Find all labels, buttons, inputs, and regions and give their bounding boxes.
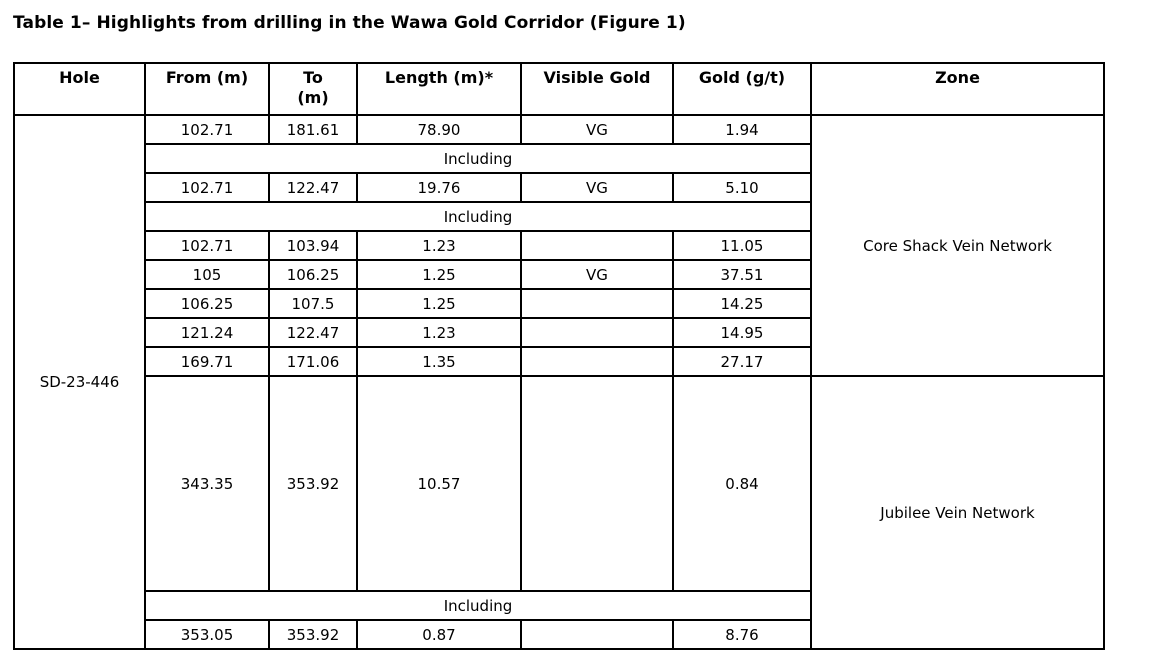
length-cell: 0.87 bbox=[356, 619, 522, 650]
col-header-hole: Hole bbox=[13, 62, 146, 116]
length-cell: 1.25 bbox=[356, 259, 522, 290]
col-header-to: To (m) bbox=[268, 62, 358, 116]
including-row: Including bbox=[14, 201, 1104, 232]
gold-cell: 11.05 bbox=[672, 230, 812, 261]
table-row: SD-23-446 102.71 181.61 78.90 VG 1.94 Co… bbox=[13, 114, 1105, 650]
to-cell: 181.61 bbox=[268, 114, 358, 145]
including-cell: Including bbox=[144, 201, 812, 232]
table-row: 105 106.25 1.25 VG 37.51 bbox=[14, 259, 1104, 290]
table-row: 102.71 122.47 19.76 VG 5.10 bbox=[14, 172, 1104, 203]
table-body: SD-23-446 102.71 181.61 78.90 VG 1.94 Co… bbox=[13, 114, 1105, 650]
gold-cell: 14.25 bbox=[672, 288, 812, 319]
col-header-zone: Zone bbox=[810, 62, 1105, 116]
to-cell: 103.94 bbox=[268, 230, 358, 261]
length-cell: 1.23 bbox=[356, 317, 522, 348]
gold-cell: 0.84 bbox=[672, 375, 812, 592]
to-cell: 106.25 bbox=[268, 259, 358, 290]
col-header-visible-gold: Visible Gold bbox=[520, 62, 674, 116]
table-row: 169.71 171.06 1.35 27.17 bbox=[14, 346, 1104, 377]
from-cell: 121.24 bbox=[144, 317, 270, 348]
from-cell: 102.71 bbox=[144, 172, 270, 203]
visible-gold-cell: VG bbox=[520, 172, 674, 203]
visible-gold-cell bbox=[520, 288, 674, 319]
including-cell: Including bbox=[144, 590, 812, 621]
to-cell: 353.92 bbox=[268, 619, 358, 650]
table-title: Table 1– Highlights from drilling in the… bbox=[13, 13, 686, 33]
to-cell: 122.47 bbox=[268, 172, 358, 203]
to-cell: 353.92 bbox=[268, 375, 358, 592]
from-cell: 105 bbox=[144, 259, 270, 290]
to-cell: 107.5 bbox=[268, 288, 358, 319]
gold-cell: 5.10 bbox=[672, 172, 812, 203]
length-cell: 78.90 bbox=[356, 114, 522, 145]
gold-cell: 27.17 bbox=[672, 346, 812, 377]
table-header: Hole From (m) To (m) Length (m)* Visible… bbox=[13, 62, 1105, 116]
visible-gold-cell bbox=[520, 375, 674, 592]
hole-id-cell: SD-23-446 bbox=[13, 114, 146, 650]
zone-cell-core-shack: Core Shack Vein Network bbox=[810, 114, 1105, 377]
drill-highlights-table: Hole From (m) To (m) Length (m)* Visible… bbox=[13, 62, 1105, 650]
col-header-to-label: To (m) bbox=[297, 68, 329, 107]
from-cell: 353.05 bbox=[144, 619, 270, 650]
including-row: Including bbox=[14, 143, 1104, 174]
from-cell: 102.71 bbox=[144, 114, 270, 145]
visible-gold-cell bbox=[520, 346, 674, 377]
table-row: 106.25 107.5 1.25 14.25 bbox=[14, 288, 1104, 319]
including-cell: Including bbox=[144, 143, 812, 174]
table-row: 353.05 353.92 0.87 8.76 bbox=[14, 619, 1104, 650]
zone-cell-jubilee: Jubilee Vein Network bbox=[810, 375, 1105, 650]
length-cell: 19.76 bbox=[356, 172, 522, 203]
length-cell: 1.23 bbox=[356, 230, 522, 261]
to-cell: 122.47 bbox=[268, 317, 358, 348]
gold-cell: 1.94 bbox=[672, 114, 812, 145]
from-cell: 169.71 bbox=[144, 346, 270, 377]
gold-cell: 8.76 bbox=[672, 619, 812, 650]
visible-gold-cell bbox=[520, 619, 674, 650]
visible-gold-cell: VG bbox=[520, 259, 674, 290]
from-cell: 106.25 bbox=[144, 288, 270, 319]
table-row: 121.24 122.47 1.23 14.95 bbox=[14, 317, 1104, 348]
visible-gold-cell bbox=[520, 317, 674, 348]
col-header-length: Length (m)* bbox=[356, 62, 522, 116]
gold-cell: 14.95 bbox=[672, 317, 812, 348]
to-cell: 171.06 bbox=[268, 346, 358, 377]
length-cell: 1.25 bbox=[356, 288, 522, 319]
length-cell: 10.57 bbox=[356, 375, 522, 592]
table-row: 102.71 103.94 1.23 11.05 bbox=[14, 230, 1104, 261]
from-cell: 102.71 bbox=[144, 230, 270, 261]
col-header-from: From (m) bbox=[144, 62, 270, 116]
visible-gold-cell bbox=[520, 230, 674, 261]
header-row: Hole From (m) To (m) Length (m)* Visible… bbox=[13, 62, 1105, 116]
table-row: 343.35 353.92 10.57 0.84 Jubilee Vein Ne… bbox=[14, 375, 1105, 650]
length-cell: 1.35 bbox=[356, 346, 522, 377]
visible-gold-cell: VG bbox=[520, 114, 674, 145]
gold-cell: 37.51 bbox=[672, 259, 812, 290]
col-header-gold: Gold (g/t) bbox=[672, 62, 812, 116]
including-row: Including bbox=[14, 590, 1104, 621]
from-cell: 343.35 bbox=[144, 375, 270, 592]
